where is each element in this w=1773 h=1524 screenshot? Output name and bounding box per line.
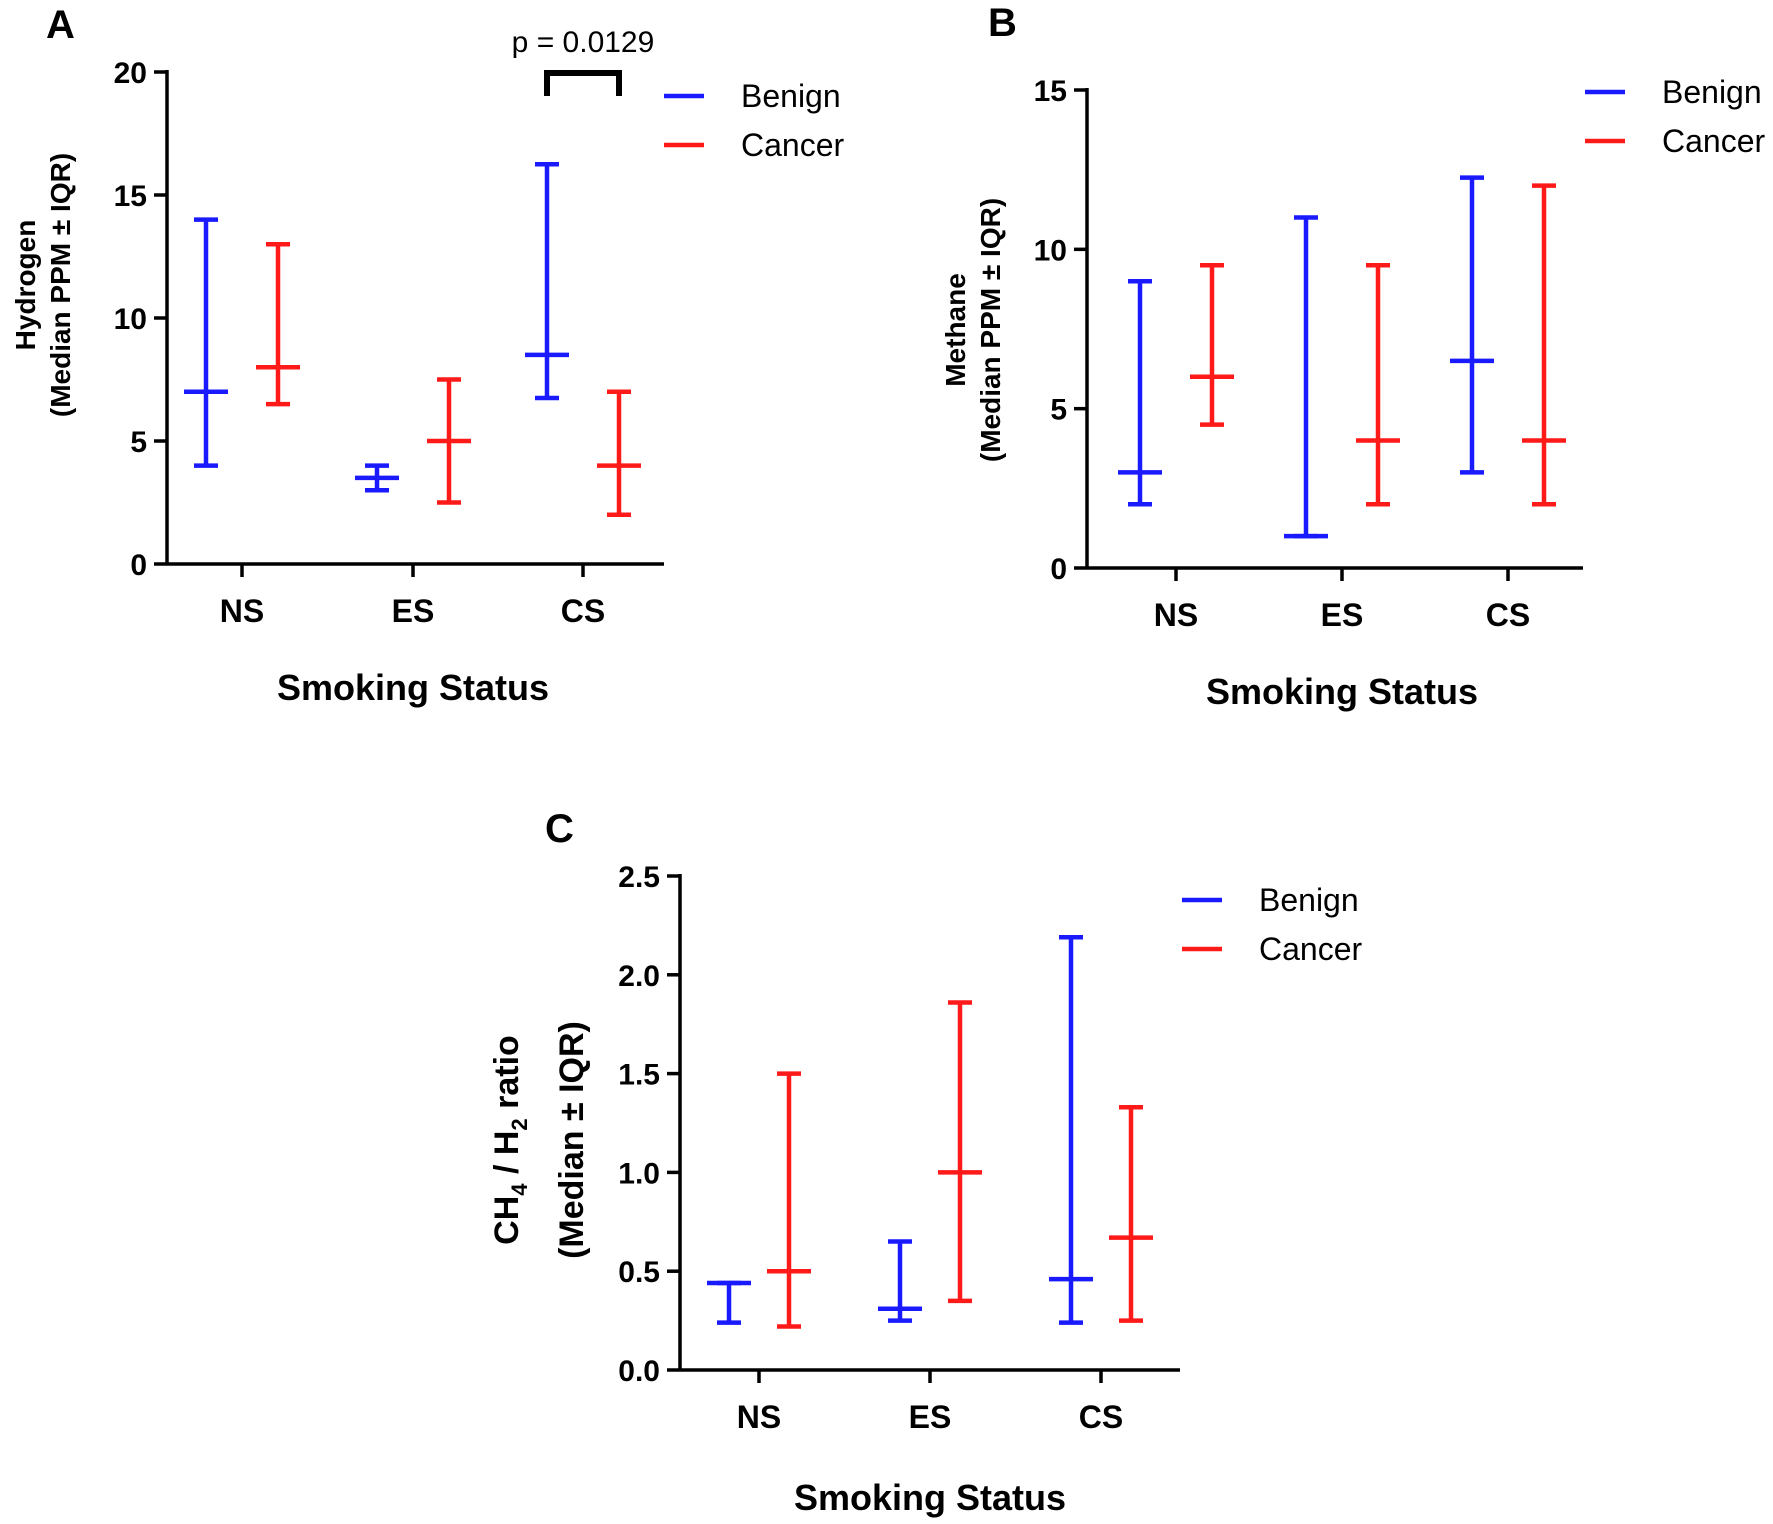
x-tick-label: CS <box>561 593 605 629</box>
x-tick-label: CS <box>1079 1399 1123 1435</box>
y-tick-label: 15 <box>1034 75 1067 108</box>
y-tick-label: 15 <box>114 180 147 213</box>
ratio-ch: CH <box>488 1196 526 1245</box>
error-bar-cancer-ns <box>767 1071 811 1329</box>
y-axis-title-c-line1: CH4 / H2 ratio <box>488 1035 532 1245</box>
y-tick-label: 2.0 <box>618 960 660 993</box>
ratio-sub-2: 2 <box>507 1118 532 1130</box>
error-bar-benign-ns <box>1118 278 1162 507</box>
legend-label-benign: Benign <box>1662 74 1762 110</box>
y-axis-title-c-line2: (Median ± IQR) <box>553 1021 591 1259</box>
p-value-label: p = 0.0129 <box>512 26 655 59</box>
error-bar-cancer-ns <box>256 241 300 407</box>
x-axis-title-c: Smoking Status <box>794 1477 1066 1518</box>
error-bar-benign-ns <box>707 1280 751 1325</box>
bracket-line <box>544 70 622 96</box>
y-tick-label: 0 <box>130 549 147 582</box>
x-tick-label: NS <box>1154 597 1198 633</box>
legend-label-cancer: Cancer <box>1259 931 1363 967</box>
error-bar-benign-es <box>355 463 399 493</box>
legend-label-cancer: Cancer <box>741 127 845 163</box>
panel-a-hydrogen-chart: A Hydrogen (Median PPM ± IQR) Smoking St… <box>10 3 845 708</box>
panel-c-ratio-chart: C CH4 / H2 ratio (Median ± IQR) Smoking … <box>488 807 1363 1518</box>
x-tick-label: ES <box>392 593 435 629</box>
y-tick-label: 1.0 <box>618 1157 660 1190</box>
legend-label-benign: Benign <box>741 78 841 114</box>
y-tick-label: 20 <box>114 57 147 90</box>
error-bar-cancer-cs <box>1109 1104 1153 1323</box>
ratio-slash-h: / H <box>488 1131 526 1184</box>
panel-letter-b: B <box>988 1 1017 45</box>
legend-c: Benign Cancer <box>1182 882 1363 967</box>
error-bar-cancer-es <box>938 1000 982 1304</box>
y-tick-label: 5 <box>1050 394 1067 427</box>
x-tick-label: ES <box>909 1399 952 1435</box>
y-axis-title-b-line1: Methane <box>940 273 971 387</box>
legend-a: Benign Cancer <box>664 78 845 163</box>
error-bar-cancer-ns <box>1190 263 1234 427</box>
x-tick-label: ES <box>1321 597 1364 633</box>
y-axis-title-a-line2: (Median PPM ± IQR) <box>45 153 76 417</box>
error-bar-cancer-cs <box>1522 183 1566 507</box>
y-tick-label: 0.0 <box>618 1355 660 1388</box>
ratio-word: ratio <box>488 1035 526 1118</box>
legend-b: Benign Cancer <box>1585 74 1766 159</box>
y-axis-title-b-line2: (Median PPM ± IQR) <box>975 198 1006 462</box>
plot-area-b: 0 5 10 15 NS ES CS <box>1034 75 1583 633</box>
y-tick-label: 2.5 <box>618 861 660 894</box>
error-bar-cancer-cs <box>597 389 641 518</box>
ratio-sub-4: 4 <box>507 1183 532 1196</box>
x-axis-title-b: Smoking Status <box>1206 671 1478 712</box>
panel-b-methane-chart: B Methane (Median PPM ± IQR) Smoking Sta… <box>940 1 1766 712</box>
plot-area-c: 0.0 0.5 1.0 1.5 2.0 2.5 NS ES CS <box>618 861 1180 1435</box>
y-tick-label: 0.5 <box>618 1256 660 1289</box>
plot-area-a: 0 5 10 15 20 NS ES CS p = 0.0129 <box>114 26 664 629</box>
error-bar-benign-cs <box>1049 935 1093 1325</box>
error-bar-benign-cs <box>1450 175 1494 475</box>
legend-label-cancer: Cancer <box>1662 123 1766 159</box>
error-bar-benign-ns <box>184 217 228 468</box>
y-tick-label: 10 <box>114 303 147 336</box>
error-bar-benign-es <box>1284 215 1328 539</box>
error-bar-benign-es <box>878 1239 922 1323</box>
error-bar-benign-cs <box>525 162 569 401</box>
y-tick-label: 1.5 <box>618 1059 660 1092</box>
y-tick-label: 10 <box>1034 234 1067 267</box>
error-bar-cancer-es <box>1356 263 1400 507</box>
legend-label-benign: Benign <box>1259 882 1359 918</box>
x-tick-label: CS <box>1486 597 1530 633</box>
x-axis-title-a: Smoking Status <box>277 667 549 708</box>
panel-letter-c: C <box>545 807 574 851</box>
significance-bracket: p = 0.0129 <box>512 26 655 96</box>
y-tick-label: 5 <box>130 426 147 459</box>
y-tick-label: 0 <box>1050 553 1067 586</box>
y-axis-title-a-line1: Hydrogen <box>10 220 41 351</box>
panel-letter-a: A <box>46 3 75 47</box>
error-bar-cancer-es <box>427 377 471 505</box>
x-tick-label: NS <box>220 593 264 629</box>
x-tick-label: NS <box>737 1399 781 1435</box>
